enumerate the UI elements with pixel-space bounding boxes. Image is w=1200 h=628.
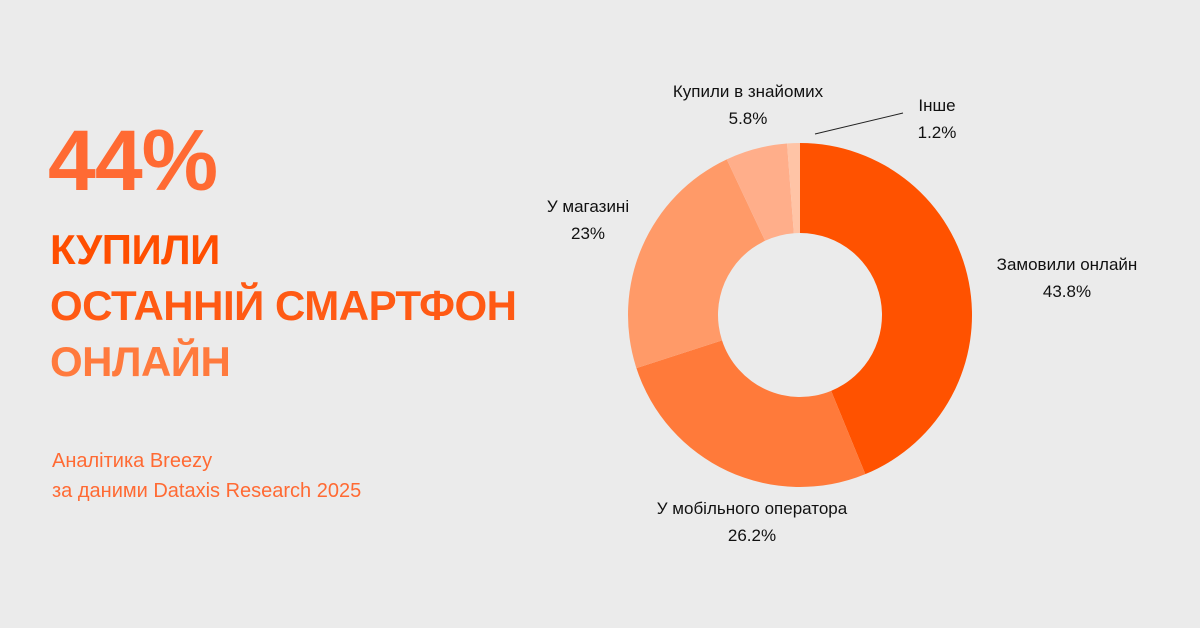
leader-line bbox=[814, 112, 904, 135]
donut-slice bbox=[787, 143, 800, 234]
slice-value-label: 26.2% bbox=[728, 526, 776, 545]
headline: КУПИЛИ ОСТАННІЙ СМАРТФОН ОНЛАЙН bbox=[50, 222, 517, 390]
slice-name-label: У магазині bbox=[547, 197, 629, 216]
source-line-1: Аналітика Breezy bbox=[52, 450, 213, 472]
slice-name-label: Замовили онлайн bbox=[997, 255, 1138, 274]
slice-name-label: Купили в знайомих bbox=[673, 82, 824, 101]
donut-slice bbox=[800, 143, 972, 475]
headline-line-1: КУПИЛИ bbox=[50, 226, 220, 273]
donut-slice bbox=[628, 159, 766, 369]
source-note: Аналітика Breezy за даними Dataxis Resea… bbox=[52, 446, 361, 506]
slice-name-label: У мобільного оператора bbox=[657, 499, 848, 518]
headline-line-2: ОСТАННІЙ СМАРТФОН bbox=[50, 282, 517, 329]
slice-value-label: 5.8% bbox=[729, 109, 768, 128]
headline-percent: 44% bbox=[48, 113, 218, 209]
donut-slice bbox=[636, 340, 866, 487]
headline-line-3: ОНЛАЙН bbox=[50, 338, 231, 385]
slice-value-label: 23% bbox=[571, 224, 605, 243]
slice-value-label: 1.2% bbox=[918, 123, 957, 142]
source-line-2: за даними Dataxis Research 2025 bbox=[52, 480, 362, 502]
donut-slice bbox=[726, 143, 794, 241]
slice-value-label: 43.8% bbox=[1043, 282, 1091, 301]
slice-name-label: Інше bbox=[918, 96, 955, 115]
